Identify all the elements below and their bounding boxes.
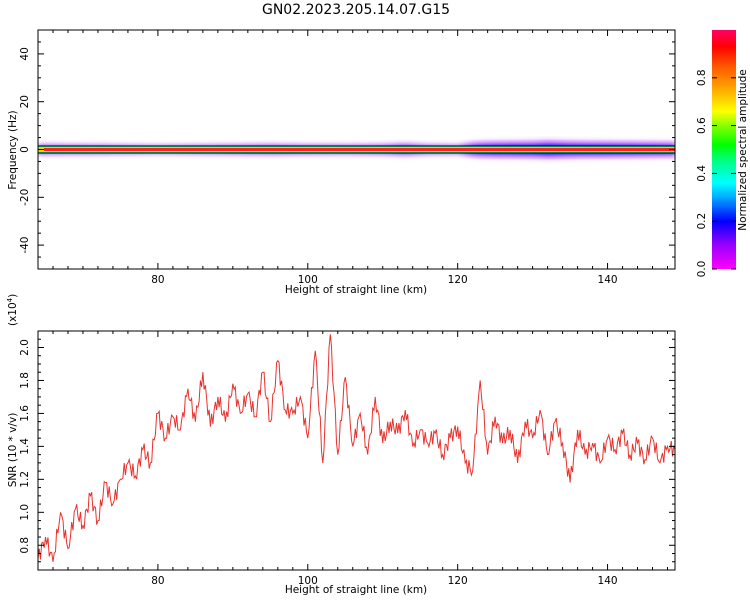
heatmap-ticks: 80 100 120 140 -40 -20 0 20 40 <box>19 29 675 286</box>
snr-xtick-label: 100 <box>298 575 318 587</box>
heatmap-ytick-label: 40 <box>19 47 31 60</box>
colorbar-tick-label: 0.0 <box>696 261 708 278</box>
snr-xtick-label: 80 <box>151 575 164 587</box>
snr-series-line <box>38 334 675 562</box>
heatmap-ytick-label: -40 <box>19 237 31 254</box>
heatmap-panel: 80 100 120 140 -40 -20 0 20 40 Height of straigh… <box>7 29 676 296</box>
heatmap-xtick-label: 120 <box>448 274 468 286</box>
heatmap-ytick-label: 20 <box>19 95 31 108</box>
snr-x-axis-label: Height of straight line (km) <box>285 584 427 596</box>
snr-panel: 80 100 120 140 0.8 1.0 1.2 1.4 1.6 1.8 2.0 Height … <box>6 294 676 596</box>
snr-ytick-label: 1.2 <box>19 471 31 488</box>
heatmap-ytick-label: 0 <box>19 146 31 153</box>
snr-ytick-label: 1.6 <box>19 405 31 422</box>
snr-ytick-label: 0.8 <box>19 537 31 554</box>
snr-scale-label: (x104) <box>6 294 19 326</box>
snr-y-axis-label: SNR (10 * v/v) <box>7 413 19 488</box>
colorbar-label: Normalized spectral amplitude <box>737 69 749 230</box>
colorbar-ticks: 0.0 0.2 0.4 0.6 0.8 <box>696 69 736 277</box>
heatmap-x-axis-label: Height of straight line (km) <box>285 284 427 296</box>
snr-ytick-label: 1.8 <box>19 372 31 389</box>
snr-xtick-label: 140 <box>598 575 618 587</box>
heatmap-xtick-label: 80 <box>151 274 164 286</box>
colorbar: 0.0 0.2 0.4 0.6 0.8 Normalized spectral ampl… <box>696 30 749 277</box>
snr-xtick-label: 120 <box>448 575 468 587</box>
colorbar-tick-label: 0.4 <box>696 165 708 182</box>
snr-ticks: 80 100 120 140 0.8 1.0 1.2 1.4 1.6 1.8 2.0 <box>19 330 675 587</box>
heatmap-band <box>38 138 675 161</box>
heatmap-band-core <box>44 148 675 151</box>
colorbar-gradient <box>712 30 736 269</box>
figure-title: GN02.2023.205.14.07.G15 <box>262 2 450 18</box>
snr-ytick-label: 1.4 <box>19 438 31 455</box>
heatmap-ytick-label: -20 <box>19 189 31 206</box>
colorbar-tick-label: 0.8 <box>696 69 708 86</box>
heatmap-xtick-label: 100 <box>298 274 318 286</box>
snr-axes-frame <box>37 330 676 571</box>
snr-ytick-label: 1.0 <box>19 504 31 521</box>
colorbar-tick-label: 0.2 <box>696 213 708 230</box>
snr-ytick-label: 2.0 <box>19 339 31 356</box>
heatmap-xtick-label: 140 <box>598 274 618 286</box>
colorbar-tick-label: 0.6 <box>696 117 708 134</box>
heatmap-y-axis-label: Frequency (Hz) <box>7 110 19 189</box>
